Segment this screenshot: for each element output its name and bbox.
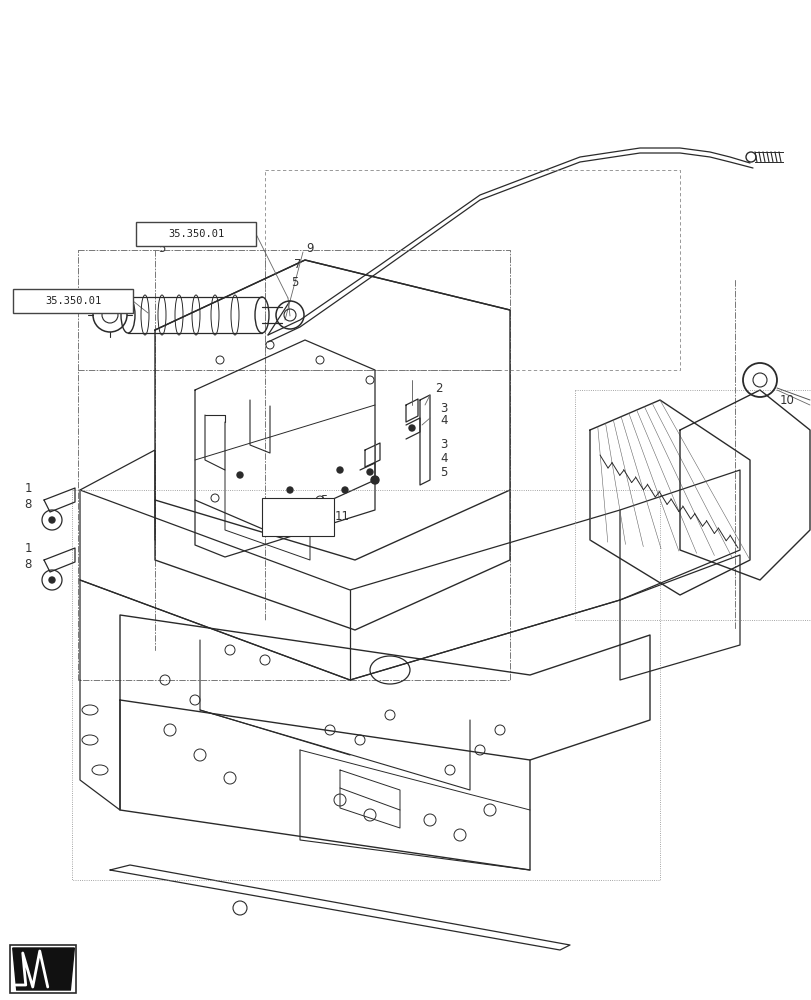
Circle shape: [49, 517, 55, 523]
Circle shape: [367, 469, 372, 475]
Text: 4: 4: [440, 414, 447, 426]
Text: 2: 2: [435, 381, 442, 394]
FancyBboxPatch shape: [262, 498, 333, 536]
Text: 8: 8: [24, 498, 32, 512]
Text: 10: 10: [779, 393, 794, 406]
Text: 3: 3: [440, 401, 447, 414]
Circle shape: [341, 487, 348, 493]
Text: 8: 8: [24, 558, 32, 572]
Circle shape: [49, 577, 55, 583]
Text: 5: 5: [440, 466, 447, 479]
Text: 1: 1: [24, 482, 32, 494]
Circle shape: [337, 467, 342, 473]
FancyBboxPatch shape: [13, 289, 133, 313]
Text: 4: 4: [440, 452, 447, 464]
Text: 35.350.01: 35.350.01: [45, 296, 101, 306]
Text: 5: 5: [158, 241, 165, 254]
FancyBboxPatch shape: [10, 945, 76, 993]
Polygon shape: [13, 948, 75, 990]
Circle shape: [371, 476, 379, 484]
Circle shape: [286, 487, 293, 493]
Text: 6: 6: [160, 226, 167, 238]
Text: 9: 9: [306, 241, 313, 254]
Text: 5: 5: [290, 276, 298, 290]
Text: 3: 3: [440, 438, 447, 452]
Text: 35.350.01: 35.350.01: [168, 229, 224, 239]
Text: 11: 11: [335, 510, 350, 522]
Text: 5: 5: [320, 493, 327, 506]
Text: 7: 7: [294, 258, 301, 271]
Circle shape: [237, 472, 242, 478]
Text: 1: 1: [24, 542, 32, 554]
FancyBboxPatch shape: [135, 222, 255, 246]
Circle shape: [409, 425, 414, 431]
